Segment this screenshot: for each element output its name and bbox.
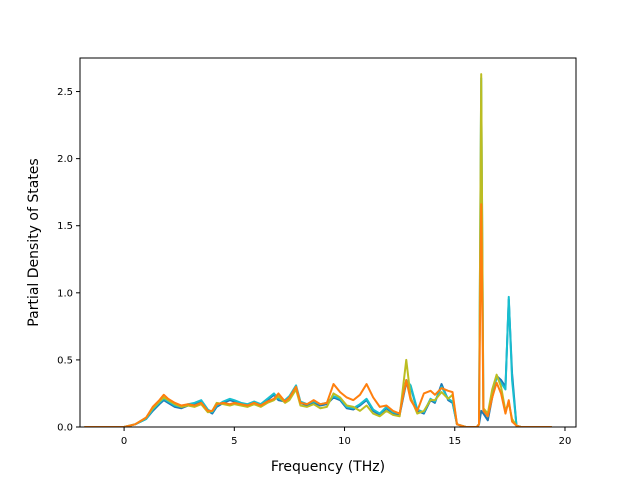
x-tick-label: 15: [448, 436, 461, 447]
y-tick-label: 1.0: [57, 288, 73, 299]
y-tick-label: 1.5: [57, 221, 73, 232]
x-tick-label: 0: [121, 436, 127, 447]
y-axis-label: Partial Density of States: [26, 158, 42, 326]
y-tick-label: 2.0: [57, 154, 73, 165]
x-tick-label: 20: [559, 436, 572, 447]
y-tick-label: 2.5: [57, 87, 73, 98]
series-line-3: [84, 203, 552, 427]
plot-frame: [79, 57, 577, 428]
x-axis-label: Frequency (THz): [271, 459, 385, 475]
x-tick-label: 10: [338, 436, 351, 447]
tick-layer: 0 5 10 15 20 0.0 0.5 1.0 1.5 2.0 2.5: [57, 87, 571, 447]
x-tick-label: 5: [231, 436, 237, 447]
series-layer: [84, 73, 552, 427]
y-tick-label: 0.5: [57, 355, 73, 366]
series-line-0: [84, 298, 552, 427]
y-tick-label: 0.0: [57, 423, 73, 434]
